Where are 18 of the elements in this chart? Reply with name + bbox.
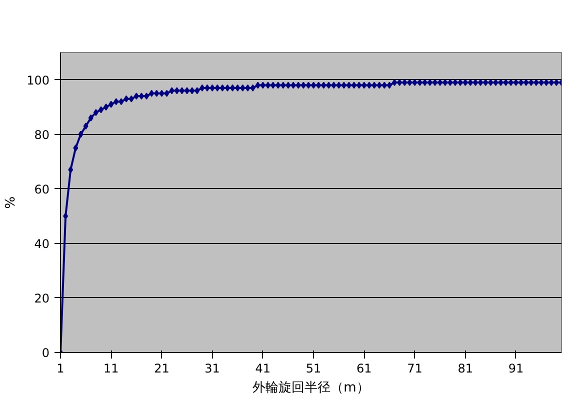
x-tick-label: 61 [356,362,372,376]
x-tick-label: 91 [508,362,524,376]
y-tick-label: 20 [34,291,50,306]
x-tick-label: 41 [255,362,271,376]
y-tick-label: 40 [34,236,50,251]
x-axis-title: 外輪旋回半径（m） [252,380,370,396]
y-tick-label: 60 [34,182,50,196]
x-tick-label: 21 [154,362,170,376]
x-tick-label: 51 [306,362,322,376]
y-tick-label: 80 [34,128,50,142]
x-tick-label: 81 [458,362,473,376]
x-tick-label: 1 [56,362,64,376]
y-tick-label: 0 [42,346,50,360]
x-tick-label: 31 [204,362,220,376]
x-tick-label: 71 [407,362,422,376]
x-tick-label: 11 [103,362,119,376]
y-axis-title: % [4,196,19,209]
y-tick-label: 100 [26,73,50,88]
